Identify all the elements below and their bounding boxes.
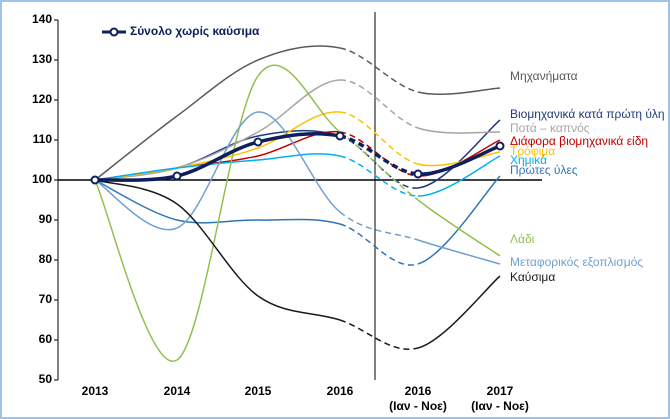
series-line (257, 111, 341, 149)
series-line (257, 295, 341, 321)
y-tick-label: 50 (39, 372, 53, 386)
series-label: Χημικά (510, 153, 547, 167)
point (413, 169, 423, 179)
series-line (94, 179, 178, 221)
series-line (94, 174, 178, 182)
legend-label: Σύνολο χωρίς καύσιμα (130, 24, 260, 38)
series-label: Διάφορα βιομηχανικά είδη (510, 134, 648, 148)
series-line (417, 119, 501, 189)
series-line (94, 179, 178, 362)
legend-marker (109, 27, 119, 37)
series-line (257, 45, 341, 61)
series-line (339, 134, 419, 176)
series-line (417, 175, 501, 265)
point (90, 175, 100, 185)
point (172, 171, 182, 181)
series-line (339, 79, 419, 129)
series-line (339, 211, 419, 241)
y-tick-label: 130 (32, 52, 52, 66)
series-line (257, 131, 341, 144)
series-line (339, 131, 419, 201)
x-tick-label: 2015 (244, 384, 272, 398)
series-line (339, 47, 419, 93)
series-line (417, 139, 501, 177)
point (495, 141, 505, 151)
series-line (257, 64, 341, 133)
series-line (176, 131, 259, 169)
series-line (339, 223, 419, 266)
y-tick-label: 140 (32, 12, 52, 26)
series-label: Τρόφιμα (510, 144, 555, 158)
series-line (339, 155, 419, 197)
series-line (417, 127, 501, 134)
series-line (94, 179, 178, 205)
series-line (417, 144, 501, 176)
point (335, 131, 345, 141)
y-tick-label: 110 (33, 132, 53, 146)
series-line (257, 130, 341, 157)
series-line (94, 179, 178, 231)
series-line (176, 59, 259, 117)
series-line (417, 155, 501, 197)
series-label: Μεταφορικός εξοπλισμός (510, 255, 643, 269)
point (253, 137, 263, 147)
series-line (417, 87, 501, 95)
series-line (257, 111, 341, 213)
series-line (257, 79, 341, 133)
series-line (176, 159, 259, 169)
series-line (339, 319, 419, 350)
series-label: Μηχανήματα (510, 69, 578, 83)
y-tick-label: 90 (39, 212, 53, 226)
series-label: Πρώτες ύλες (510, 163, 578, 177)
series-label: Λάδι (510, 232, 535, 246)
series-label: Καύσιμα (510, 270, 555, 284)
series-line (176, 75, 259, 361)
series-label: Βιομηχανικά κατά πρώτη ύλη (510, 107, 665, 121)
series-line (417, 275, 501, 349)
x-tick-label: 2016 (Ιαν - Νοε) (389, 384, 447, 413)
series-line (339, 111, 419, 165)
y-tick-label: 70 (39, 292, 53, 306)
series-line (94, 115, 178, 181)
series-line (176, 203, 259, 297)
y-tick-label: 60 (39, 332, 53, 346)
y-tick-label: 80 (39, 252, 53, 266)
series-line (257, 153, 341, 161)
series-line (176, 111, 259, 229)
series-line (257, 218, 341, 225)
series-line (417, 199, 501, 257)
x-tick-label: 2013 (81, 384, 109, 398)
x-tick-label: 2014 (163, 384, 191, 398)
series-label: Ποτά – καπνός (510, 121, 590, 135)
y-tick-label: 100 (32, 172, 52, 186)
x-tick-label: 2017 (Ιαν - Νοε) (471, 384, 529, 413)
y-tick-label: 120 (32, 92, 52, 106)
series-line (176, 140, 259, 178)
x-tick-label: 2016 (326, 384, 354, 398)
series-line (417, 239, 501, 265)
